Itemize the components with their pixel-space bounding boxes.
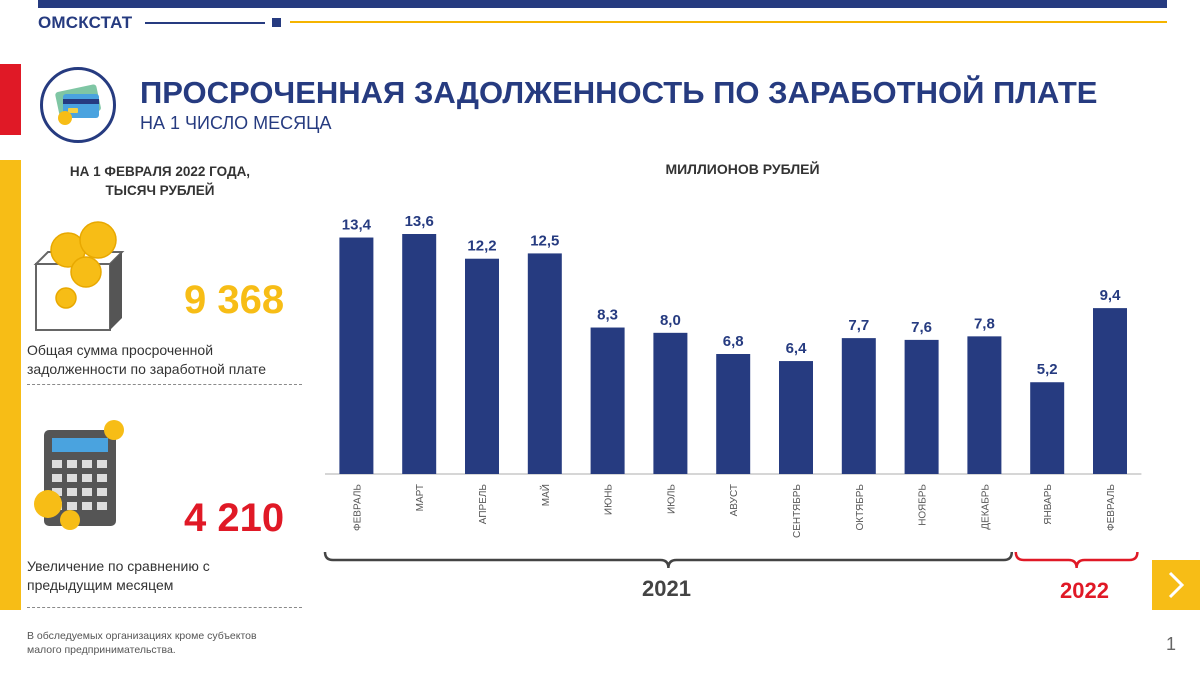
increase-label: Увеличение по сравнению с предыдущим мес… <box>27 557 302 595</box>
year-label-2021: 2021 <box>642 576 691 601</box>
next-slide-button[interactable] <box>1152 560 1200 610</box>
x-tick-label: ИЮЛЬ <box>666 484 677 514</box>
footnote-line2: малого предпринимательства. <box>27 644 176 656</box>
bar-value-label: 7,6 <box>911 319 932 336</box>
brand-divider <box>145 22 265 24</box>
bar-value-label: 12,2 <box>467 238 496 255</box>
x-tick-label: ИЮНЬ <box>604 484 615 516</box>
page-subtitle: НА 1 ЧИСЛО МЕСЯЦА <box>140 113 332 133</box>
header-rule <box>290 21 1167 23</box>
bar-value-label: 8,3 <box>597 307 618 324</box>
chart-bar <box>1093 308 1127 474</box>
chevron-right-icon <box>1168 571 1185 599</box>
increase-label-line1: Увеличение по сравнению с <box>27 558 210 574</box>
x-tick-label: СЕНТЯБРЬ <box>792 484 803 538</box>
bar-value-label: 9,4 <box>1100 287 1122 304</box>
chart-bar <box>653 332 688 474</box>
total-label-line2: задолженности по заработной плате <box>27 361 266 377</box>
brand-square <box>272 18 281 27</box>
dashed-divider <box>27 384 302 385</box>
x-tick-label: ФЕВРАЛЬ <box>352 484 363 531</box>
x-tick-label: НОЯБРЬ <box>918 484 929 526</box>
chart-bar <box>527 253 562 474</box>
x-tick-label: ФЕВРАЛЬ <box>1106 484 1117 531</box>
bar-value-label: 13,6 <box>405 213 434 230</box>
x-tick-label: АВУСТ <box>729 484 740 516</box>
year-bracket <box>1014 551 1139 569</box>
chart-unit-label: МИЛЛИОНОВ РУБЛЕЙ <box>665 161 820 177</box>
increase-label-line2: предыдущим месяцем <box>27 577 174 593</box>
dashed-divider <box>27 607 302 608</box>
chart-bar <box>904 339 939 474</box>
total-debt-value: 9 368 <box>184 278 285 322</box>
total-debt-label: Общая сумма просроченной задолженности п… <box>27 341 302 379</box>
chart-bar <box>1030 382 1065 474</box>
bar-value-label: 7,8 <box>974 315 995 332</box>
chart-bar <box>465 258 499 474</box>
footnote: В обследуемых организациях кроме субъект… <box>27 629 257 657</box>
increase-value: 4 210 <box>184 496 285 540</box>
year-label-2022: 2022 <box>1060 578 1109 603</box>
yellow-accent-strip <box>0 160 21 610</box>
chart-bar <box>841 338 876 474</box>
brand-name: ОМСКСТАТ <box>38 13 133 32</box>
bar-value-label: 8,0 <box>660 312 681 329</box>
total-label-line1: Общая сумма просроченной <box>27 342 214 358</box>
bar-value-label: 12,5 <box>530 232 559 249</box>
chart-bar <box>967 336 1002 474</box>
left-heading-line1: НА 1 ФЕВРАЛЯ 2022 ГОДА, <box>69 164 251 179</box>
left-heading-line2: ТЫСЯЧ РУБЛЕЙ <box>105 183 215 198</box>
x-tick-label: МАЙ <box>539 484 552 506</box>
top-bar <box>38 0 1167 8</box>
chart-bar <box>339 237 374 474</box>
x-tick-label: ОКТЯБРЬ <box>855 484 866 531</box>
page-number: 1 <box>1166 634 1177 654</box>
credit-card-icon <box>40 67 116 143</box>
chart-bar <box>716 354 751 474</box>
bar-chart: 13,4 ФЕВРАЛЬ 13,6 МАРТ 12,2 АПРЕЛЬ 12,5 МАЙ 8,3 И… <box>323 213 1142 569</box>
chart-bar <box>590 327 625 474</box>
x-tick-label: ДЕКАБРЬ <box>980 484 991 530</box>
coin-box-icon <box>30 212 130 338</box>
bar-value-label: 5,2 <box>1037 361 1058 378</box>
bar-value-label: 13,4 <box>342 217 372 234</box>
bar-value-label: 6,4 <box>786 340 808 357</box>
page-title: ПРОСРОЧЕННАЯ ЗАДОЛЖЕННОСТЬ ПО ЗАРАБОТНОЙ… <box>140 75 1098 110</box>
red-accent-tab <box>0 64 21 135</box>
chart-bar <box>779 361 813 474</box>
year-bracket <box>323 551 1014 569</box>
x-tick-label: АПРЕЛЬ <box>478 484 489 525</box>
bar-value-label: 6,8 <box>723 333 744 350</box>
x-tick-label: МАРТ <box>415 484 426 511</box>
chart-bar <box>402 234 437 474</box>
x-tick-label: ЯНВАРЬ <box>1043 484 1054 525</box>
footnote-line1: В обследуемых организациях кроме субъект… <box>27 630 257 642</box>
calculator-icon <box>30 416 130 542</box>
left-panel-heading: НА 1 ФЕВРАЛЯ 2022 ГОДА, ТЫСЯЧ РУБЛЕЙ <box>40 162 280 200</box>
bar-value-label: 7,7 <box>848 317 869 334</box>
